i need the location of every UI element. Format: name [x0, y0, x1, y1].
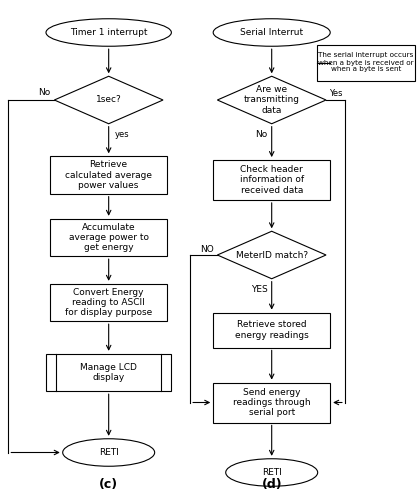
Text: YES: YES: [251, 285, 268, 294]
Text: Serial Interrut: Serial Interrut: [240, 28, 303, 37]
Text: (d): (d): [261, 478, 282, 491]
Text: Retrieve
calculated average
power values: Retrieve calculated average power values: [65, 160, 152, 190]
Text: yes: yes: [115, 130, 130, 138]
Text: No: No: [255, 130, 268, 138]
Text: RETI: RETI: [262, 468, 282, 477]
Text: Manage LCD
display: Manage LCD display: [80, 363, 137, 382]
Text: Check header
information of
received data: Check header information of received dat…: [240, 165, 304, 195]
Text: (c): (c): [99, 478, 118, 491]
Text: Convert Energy
reading to ASCII
for display purpose: Convert Energy reading to ASCII for disp…: [65, 288, 152, 318]
Text: The serial interrupt occurs
when a byte is received or
when a byte is sent: The serial interrupt occurs when a byte …: [318, 52, 413, 72]
Text: Are we
transmitting
data: Are we transmitting data: [244, 85, 300, 115]
Text: Accumulate
average power to
get energy: Accumulate average power to get energy: [69, 222, 149, 252]
Text: 1sec?: 1sec?: [96, 96, 122, 104]
Text: Timer 1 interrupt: Timer 1 interrupt: [70, 28, 148, 37]
Text: RETI: RETI: [99, 448, 119, 457]
Text: Yes: Yes: [329, 90, 343, 98]
Text: MeterID match?: MeterID match?: [236, 250, 308, 260]
Text: Send energy
readings through
serial port: Send energy readings through serial port: [233, 388, 311, 418]
Text: Retrieve stored
energy readings: Retrieve stored energy readings: [235, 320, 308, 340]
Text: No: No: [38, 88, 50, 97]
Text: NO: NO: [200, 244, 214, 254]
